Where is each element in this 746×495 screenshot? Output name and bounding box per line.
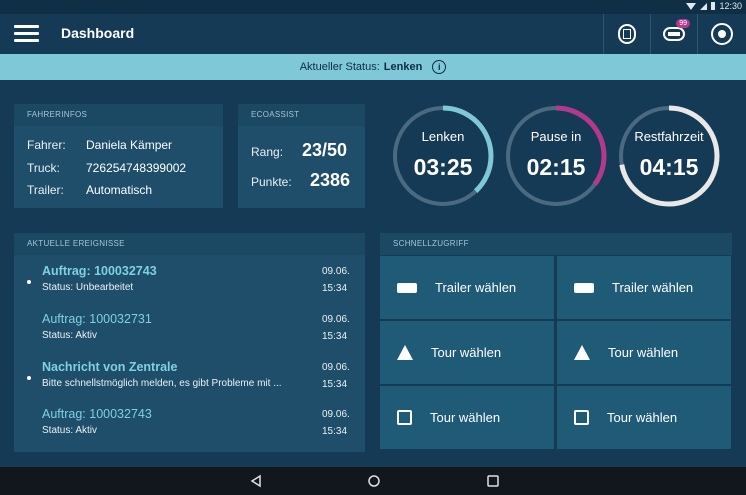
home-icon[interactable]: [367, 474, 381, 488]
gauge-ring: [618, 105, 720, 207]
globe-icon: [711, 23, 733, 45]
route-sign-icon: [397, 410, 412, 425]
quick-trailer-button[interactable]: Trailer wählen: [380, 256, 554, 319]
driver-label: Fahrer:: [27, 138, 66, 152]
road-icon: [397, 345, 413, 360]
system-tray: 12:30: [686, 1, 742, 11]
info-icon[interactable]: i: [432, 60, 447, 74]
current-status-bar[interactable]: Aktueller Status: Lenken i: [0, 54, 746, 80]
page-title: Dashboard: [61, 25, 135, 41]
messages-button[interactable]: 99: [650, 14, 696, 54]
event-status: Status: Unbearbeitet: [42, 282, 134, 293]
tile-label: Trailer wählen: [435, 280, 517, 295]
event-date: 09.06.: [322, 266, 350, 277]
truck-label: Truck:: [27, 161, 60, 175]
gauge-lenken[interactable]: Lenken 03:25: [391, 104, 495, 208]
event-status: Status: Aktiv: [42, 425, 98, 436]
fahrerinfos-panel: FAHRERINFOS Fahrer: Daniela Kämper Truck…: [14, 104, 223, 208]
events-header: AKTUELLE EREIGNISSE: [14, 233, 365, 255]
gauge-ring: [392, 105, 494, 207]
trailer-value: Automatisch: [86, 183, 153, 197]
system-navigation-bar: [0, 467, 746, 495]
event-title: Auftrag: 100032743: [42, 407, 152, 421]
trailer-icon: [397, 282, 417, 293]
quick-tour-button[interactable]: Tour wählen: [380, 386, 554, 449]
quick-tour-button[interactable]: Tour wählen: [380, 321, 554, 384]
signal-icon: [700, 2, 708, 10]
system-clock: 12:30: [719, 1, 742, 11]
event-item[interactable]: Auftrag: 100032731 Status: Aktiv 09.06. 1…: [14, 311, 365, 356]
documents-button[interactable]: [603, 14, 649, 54]
trailer-icon: [574, 282, 594, 293]
quickaccess-header: SCHNELLZUGRIFF: [393, 239, 469, 248]
unread-dot: [27, 280, 31, 284]
quick-tour-button[interactable]: Tour wählen: [557, 321, 731, 384]
truck-value: 726254748399002: [86, 161, 187, 175]
message-count-badge: 99: [676, 19, 690, 28]
recents-icon[interactable]: [486, 474, 500, 488]
rank-label: Rang:: [251, 145, 284, 159]
fahrerinfos-header: FAHRERINFOS: [14, 104, 223, 126]
event-date: 09.06.: [322, 362, 350, 373]
event-title: Auftrag: 100032731: [42, 312, 152, 326]
gauge-time: 04:15: [639, 154, 699, 180]
event-time: 15:34: [322, 283, 348, 294]
quickaccess-panel: SCHNELLZUGRIFF: [380, 233, 732, 255]
menu-icon[interactable]: [14, 25, 39, 43]
event-title: Auftrag: 100032743: [42, 264, 157, 278]
gauge-ring: [505, 105, 607, 207]
event-item[interactable]: Auftrag: 100032743 Status: Aktiv 09.06. 1…: [14, 406, 365, 451]
wifi-icon: [686, 2, 697, 10]
driver-value: Daniela Kämper: [86, 138, 173, 152]
unread-dot: [27, 376, 31, 380]
event-time: 15:34: [322, 331, 348, 342]
event-item[interactable]: Auftrag: 100032743 Status: Unbearbeitet …: [14, 263, 365, 308]
tile-label: Tour wählen: [608, 345, 679, 360]
status-value: Lenken: [383, 61, 423, 73]
event-item[interactable]: Nachricht von Zentrale Bitte schnellstmö…: [14, 359, 365, 404]
gauge-pause-in[interactable]: Pause in 02:15: [504, 104, 608, 208]
system-status-bar: 12:30: [0, 0, 746, 14]
gauge-time: 03:25: [413, 154, 473, 180]
road-icon: [574, 345, 590, 360]
tile-label: Tour wählen: [431, 345, 502, 360]
event-status: Status: Aktiv: [42, 330, 98, 341]
quick-tour-button[interactable]: Tour wählen: [557, 386, 731, 449]
language-button[interactable]: [697, 14, 746, 54]
gauge-label: Pause in: [530, 129, 582, 144]
events-panel: AKTUELLE EREIGNISSE: [14, 233, 365, 452]
ecoassist-header: ECOASSIST: [238, 104, 365, 126]
back-icon[interactable]: [249, 474, 263, 488]
ecoassist-panel: ECOASSIST Rang: 23/50 Punkte: 2386: [238, 104, 365, 208]
gauge-label: Lenken: [421, 129, 465, 144]
gauge-time: 02:15: [526, 154, 586, 180]
event-time: 15:34: [322, 426, 348, 437]
event-title: Nachricht von Zentrale: [42, 360, 178, 374]
event-date: 09.06.: [322, 314, 350, 325]
quick-trailer-button[interactable]: Trailer wählen: [557, 256, 731, 319]
route-sign-icon: [574, 410, 589, 425]
status-prefix: Aktueller Status:: [299, 61, 380, 73]
truck-message-icon: [662, 27, 685, 41]
event-status: Bitte schnellstmöglich melden, es gibt P…: [42, 378, 282, 389]
tile-label: Trailer wählen: [612, 280, 694, 295]
event-time: 15:34: [322, 379, 348, 390]
battery-icon: [711, 2, 716, 10]
points-label: Punkte:: [251, 175, 292, 189]
rank-value: 23/50: [302, 140, 348, 160]
trailer-label: Trailer:: [27, 183, 64, 197]
gauge-restfahrzeit[interactable]: Restfahrzeit 04:15: [617, 104, 721, 208]
tile-label: Tour wählen: [430, 410, 501, 425]
gauge-label: Restfahrzeit: [634, 129, 704, 144]
app-bar: Dashboard 99: [0, 14, 746, 54]
tile-label: Tour wählen: [607, 410, 678, 425]
clipboard-icon: [617, 24, 636, 44]
points-value: 2386: [310, 170, 351, 190]
event-date: 09.06.: [322, 409, 350, 420]
